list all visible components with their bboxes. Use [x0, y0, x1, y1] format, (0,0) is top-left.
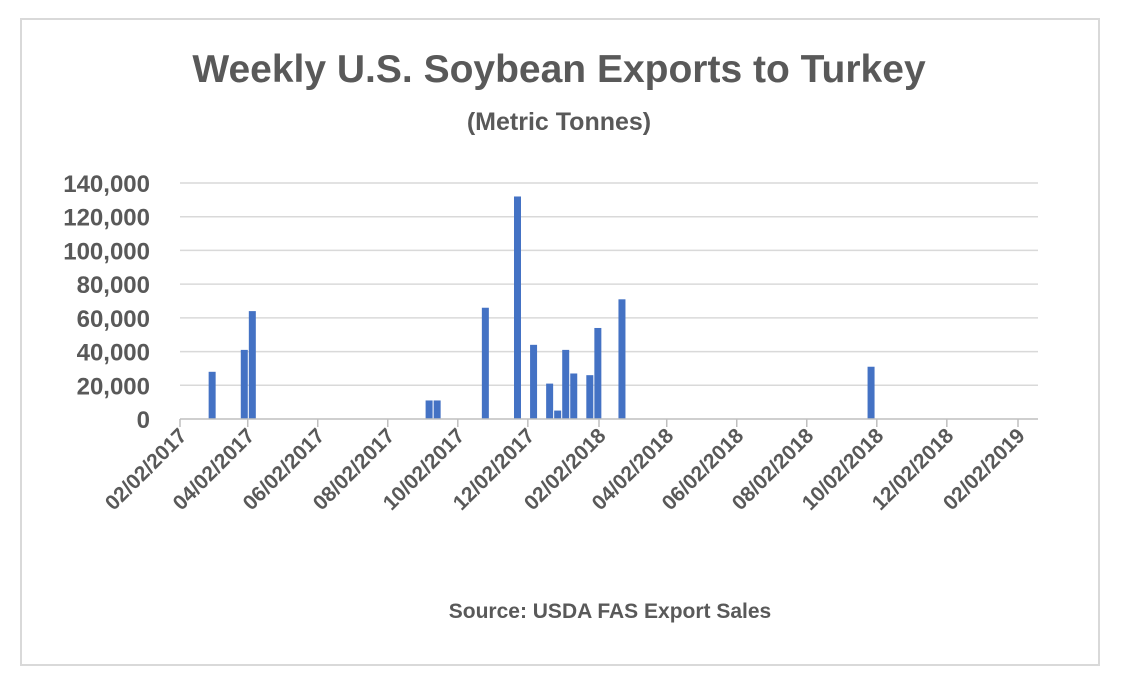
- bar: [425, 400, 433, 419]
- chart-source: Source: USDA FAS Export Sales: [448, 600, 772, 623]
- bar: [586, 375, 594, 419]
- y-tick-label: 140,000: [63, 171, 150, 198]
- bar: [513, 196, 521, 419]
- chart-title: Weekly U.S. Soybean Exports to Turkey: [192, 48, 926, 91]
- y-tick-label: 60,000: [77, 306, 150, 333]
- y-tick-label: 0: [137, 407, 150, 434]
- y-tick-label: 100,000: [63, 238, 150, 265]
- bar: [562, 349, 570, 419]
- bar: [554, 410, 562, 419]
- y-tick-label: 40,000: [77, 340, 150, 367]
- bar: [570, 373, 578, 419]
- y-tick-label: 80,000: [77, 272, 150, 299]
- bar: [867, 366, 875, 419]
- y-tick-label: 20,000: [77, 373, 150, 400]
- chart-frame: [20, 18, 1100, 666]
- bar: [546, 383, 554, 419]
- y-tick-label: 120,000: [63, 205, 150, 232]
- bar: [208, 371, 216, 419]
- bar: [530, 344, 538, 419]
- bar: [433, 400, 441, 419]
- bar: [618, 299, 626, 419]
- chart-subtitle: (Metric Tonnes): [466, 108, 652, 136]
- bar: [481, 307, 489, 419]
- bar: [248, 311, 256, 419]
- bar: [594, 327, 602, 419]
- bar: [240, 349, 248, 419]
